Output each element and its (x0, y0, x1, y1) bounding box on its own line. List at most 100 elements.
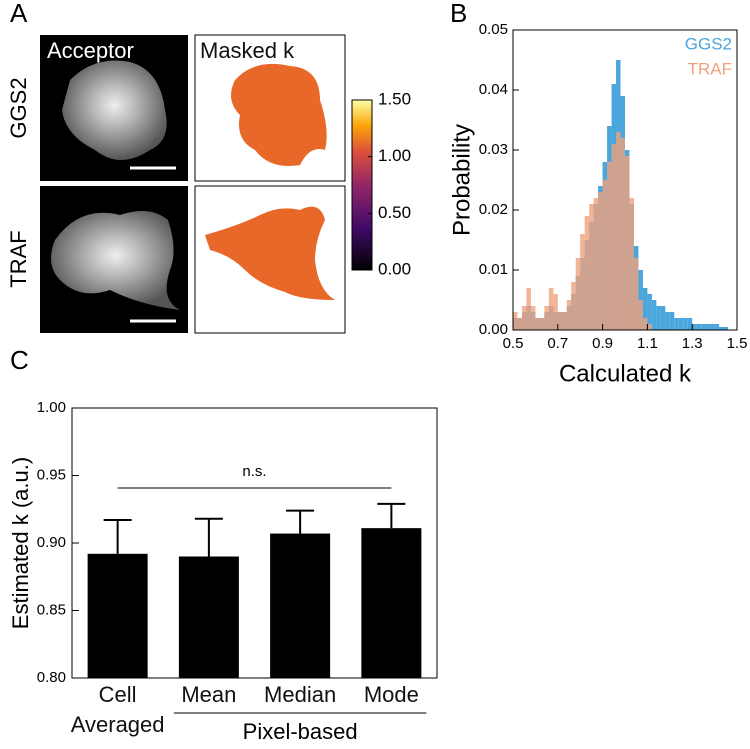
hist-bar (633, 258, 639, 330)
hist-bar (553, 294, 558, 330)
hist-bar (548, 288, 554, 330)
panel-label: A (10, 0, 28, 28)
x-tick-label: 0.7 (547, 335, 568, 352)
panel-label: C (10, 345, 29, 375)
group-label: Pixel-based (243, 719, 358, 744)
hist-bar (723, 327, 729, 330)
x-tick-label: Cell Averaged (70, 682, 165, 737)
hist-bar (539, 318, 545, 330)
masked-cell (205, 206, 335, 300)
hist-bar (625, 156, 630, 330)
hist-bar (580, 234, 585, 330)
hist-bar (642, 288, 648, 330)
colorbar-tick-label: 1.50 (378, 89, 411, 108)
masked-cell (231, 63, 327, 166)
y-tick-label: 0.95 (37, 466, 66, 483)
column-label: Acceptor (47, 38, 134, 63)
hist-bar (642, 318, 648, 330)
y-tick-label: 0.05 (479, 21, 508, 38)
hist-bar (598, 192, 603, 330)
hist-bar (687, 318, 693, 330)
hist-bar (584, 216, 590, 330)
hist-bar (535, 318, 540, 330)
x-tick-label: 1.5 (727, 335, 748, 352)
hist-bar (647, 294, 652, 330)
hist-bar (674, 318, 679, 330)
hist-bar (616, 132, 621, 330)
axes-frame (512, 29, 738, 331)
colorbar-tick-label: 1.00 (378, 146, 411, 165)
cell (62, 60, 167, 160)
bar (178, 556, 239, 678)
cell (51, 211, 180, 310)
bar (270, 533, 331, 678)
hist-bar (521, 306, 527, 330)
hist-bar (530, 306, 536, 330)
panel-label: B (450, 0, 467, 28)
x-tick-label: Median (264, 682, 337, 707)
colorbar-tick-label: 0.50 (378, 203, 411, 222)
hist-bar (714, 324, 720, 330)
x-tick-label: 0.5 (503, 335, 524, 352)
row-label: GGS2 (6, 77, 31, 138)
hist-bar (638, 300, 643, 330)
hist-bar (575, 258, 581, 330)
hist-bar (557, 312, 563, 330)
hist-bar (719, 327, 724, 330)
hist-bar (517, 318, 522, 330)
hist-bar (665, 312, 670, 330)
hist-bar (678, 318, 684, 330)
y-tick-label: 0.00 (479, 321, 508, 338)
hist-bar (593, 198, 599, 330)
x-tick-label: 1.1 (637, 335, 658, 352)
hist-bar (602, 180, 608, 330)
y-tick-label: 0.03 (479, 141, 508, 158)
hist-bar (660, 306, 666, 330)
legend-label: TRAF (688, 59, 732, 78)
hist-bar (705, 324, 711, 330)
x-tick-label: Mean (181, 682, 237, 707)
hist-bar (589, 204, 594, 330)
hist-bar (562, 312, 567, 330)
hist-bar (611, 144, 617, 330)
hist-bar (701, 324, 706, 330)
row-label: TRAF (6, 230, 31, 287)
bar (361, 528, 422, 678)
hist-bar (513, 312, 518, 330)
hist-bar (669, 312, 675, 330)
hist-bar (566, 300, 572, 330)
y-axis-label: Probability (448, 124, 475, 236)
y-tick-label: 0.04 (479, 81, 508, 98)
hist-bar (692, 324, 697, 330)
hist-bar (647, 324, 652, 330)
hist-bar (683, 318, 688, 330)
hist-bar (629, 198, 634, 330)
hist-bar (696, 324, 702, 330)
column-label: Masked k (200, 38, 295, 63)
hist-bar (607, 162, 612, 330)
hist-bar (571, 282, 576, 330)
hist-bar (544, 306, 549, 330)
colorbar (351, 99, 373, 271)
y-tick-label: 0.90 (37, 534, 66, 551)
x-axis-label: Calculated k (559, 360, 692, 387)
y-tick-label: 0.01 (479, 261, 508, 278)
y-axis-label: Estimated k (a.u.) (8, 457, 33, 629)
y-tick-label: 0.80 (37, 669, 66, 686)
x-tick-label: Mode (363, 682, 419, 707)
hist-bar (526, 288, 531, 330)
y-tick-label: 0.85 (37, 601, 66, 618)
x-tick-label: 1.3 (682, 335, 703, 352)
hist-bar (620, 138, 625, 330)
bar (87, 553, 148, 678)
legend-label: GGS2 (685, 34, 732, 53)
colorbar-tick-label: 0.00 (378, 259, 411, 278)
hist-bar (710, 324, 715, 330)
y-tick-label: 0.02 (479, 201, 508, 218)
annotation: n.s. (242, 463, 266, 480)
y-tick-label: 1.00 (37, 399, 66, 416)
hist-bar (656, 306, 661, 330)
x-tick-label: 0.9 (592, 335, 613, 352)
